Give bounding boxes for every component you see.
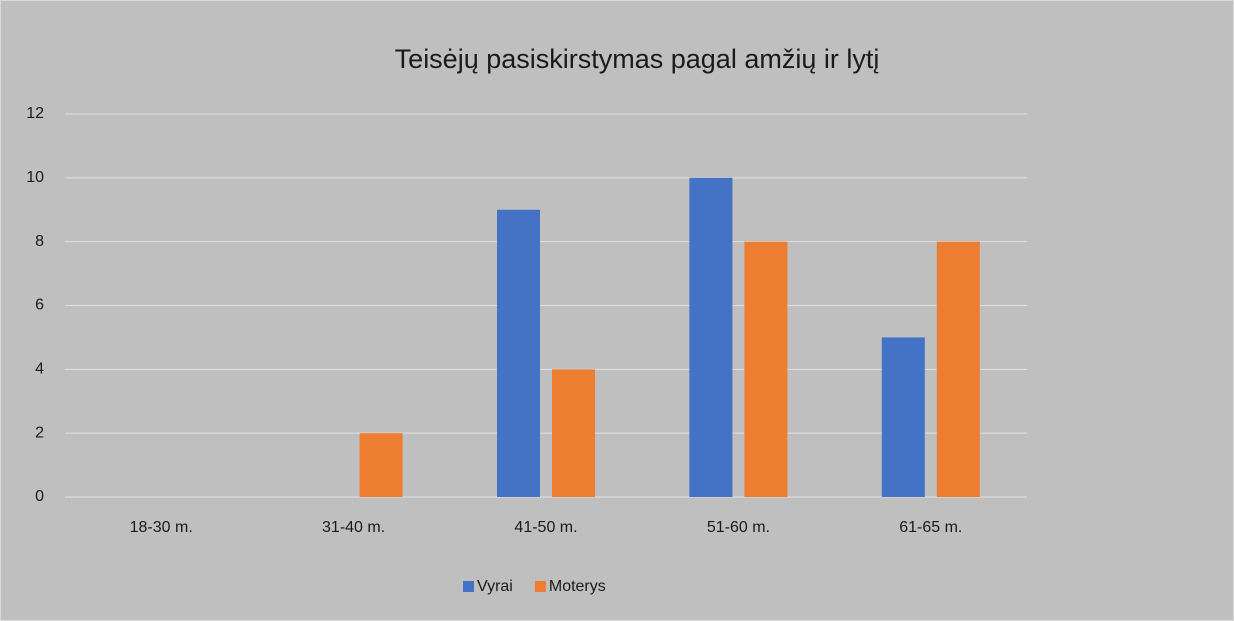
chart-title: Teisėjų pasiskirstymas pagal amžių ir ly… bbox=[395, 44, 880, 74]
x-tick-label: 61-65 m. bbox=[899, 519, 962, 536]
bar bbox=[936, 241, 980, 497]
y-tick-label: 2 bbox=[35, 424, 44, 441]
bar bbox=[881, 337, 925, 497]
y-tick-label: 0 bbox=[35, 488, 44, 505]
y-tick-label: 12 bbox=[26, 105, 44, 122]
bar bbox=[359, 433, 403, 497]
x-tick-label: 31-40 m. bbox=[322, 519, 385, 536]
bar bbox=[689, 177, 733, 498]
bar bbox=[552, 369, 595, 497]
y-tick-label: 4 bbox=[35, 361, 44, 378]
y-tick-label: 8 bbox=[35, 233, 44, 250]
legend-label: Moterys bbox=[549, 578, 606, 595]
legend-swatch bbox=[534, 581, 546, 592]
x-tick-label: 51-60 m. bbox=[707, 519, 770, 536]
x-tick-label: 41-50 m. bbox=[514, 519, 577, 536]
bar bbox=[497, 209, 540, 497]
y-tick-label: 6 bbox=[35, 297, 44, 314]
bar bbox=[744, 241, 788, 497]
legend-swatch bbox=[463, 581, 474, 592]
x-tick-label: 18-30 m. bbox=[130, 519, 193, 536]
y-tick-label: 10 bbox=[26, 169, 44, 186]
legend-label: Vyrai bbox=[477, 578, 513, 595]
